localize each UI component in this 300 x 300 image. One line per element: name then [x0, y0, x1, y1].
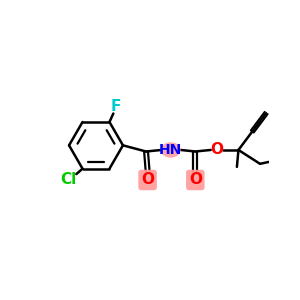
- Text: HN: HN: [159, 143, 182, 157]
- Ellipse shape: [161, 142, 181, 158]
- Text: O: O: [189, 172, 202, 188]
- Text: O: O: [210, 142, 224, 158]
- Text: O: O: [141, 172, 154, 188]
- Text: Cl: Cl: [61, 172, 77, 187]
- Text: F: F: [110, 99, 121, 114]
